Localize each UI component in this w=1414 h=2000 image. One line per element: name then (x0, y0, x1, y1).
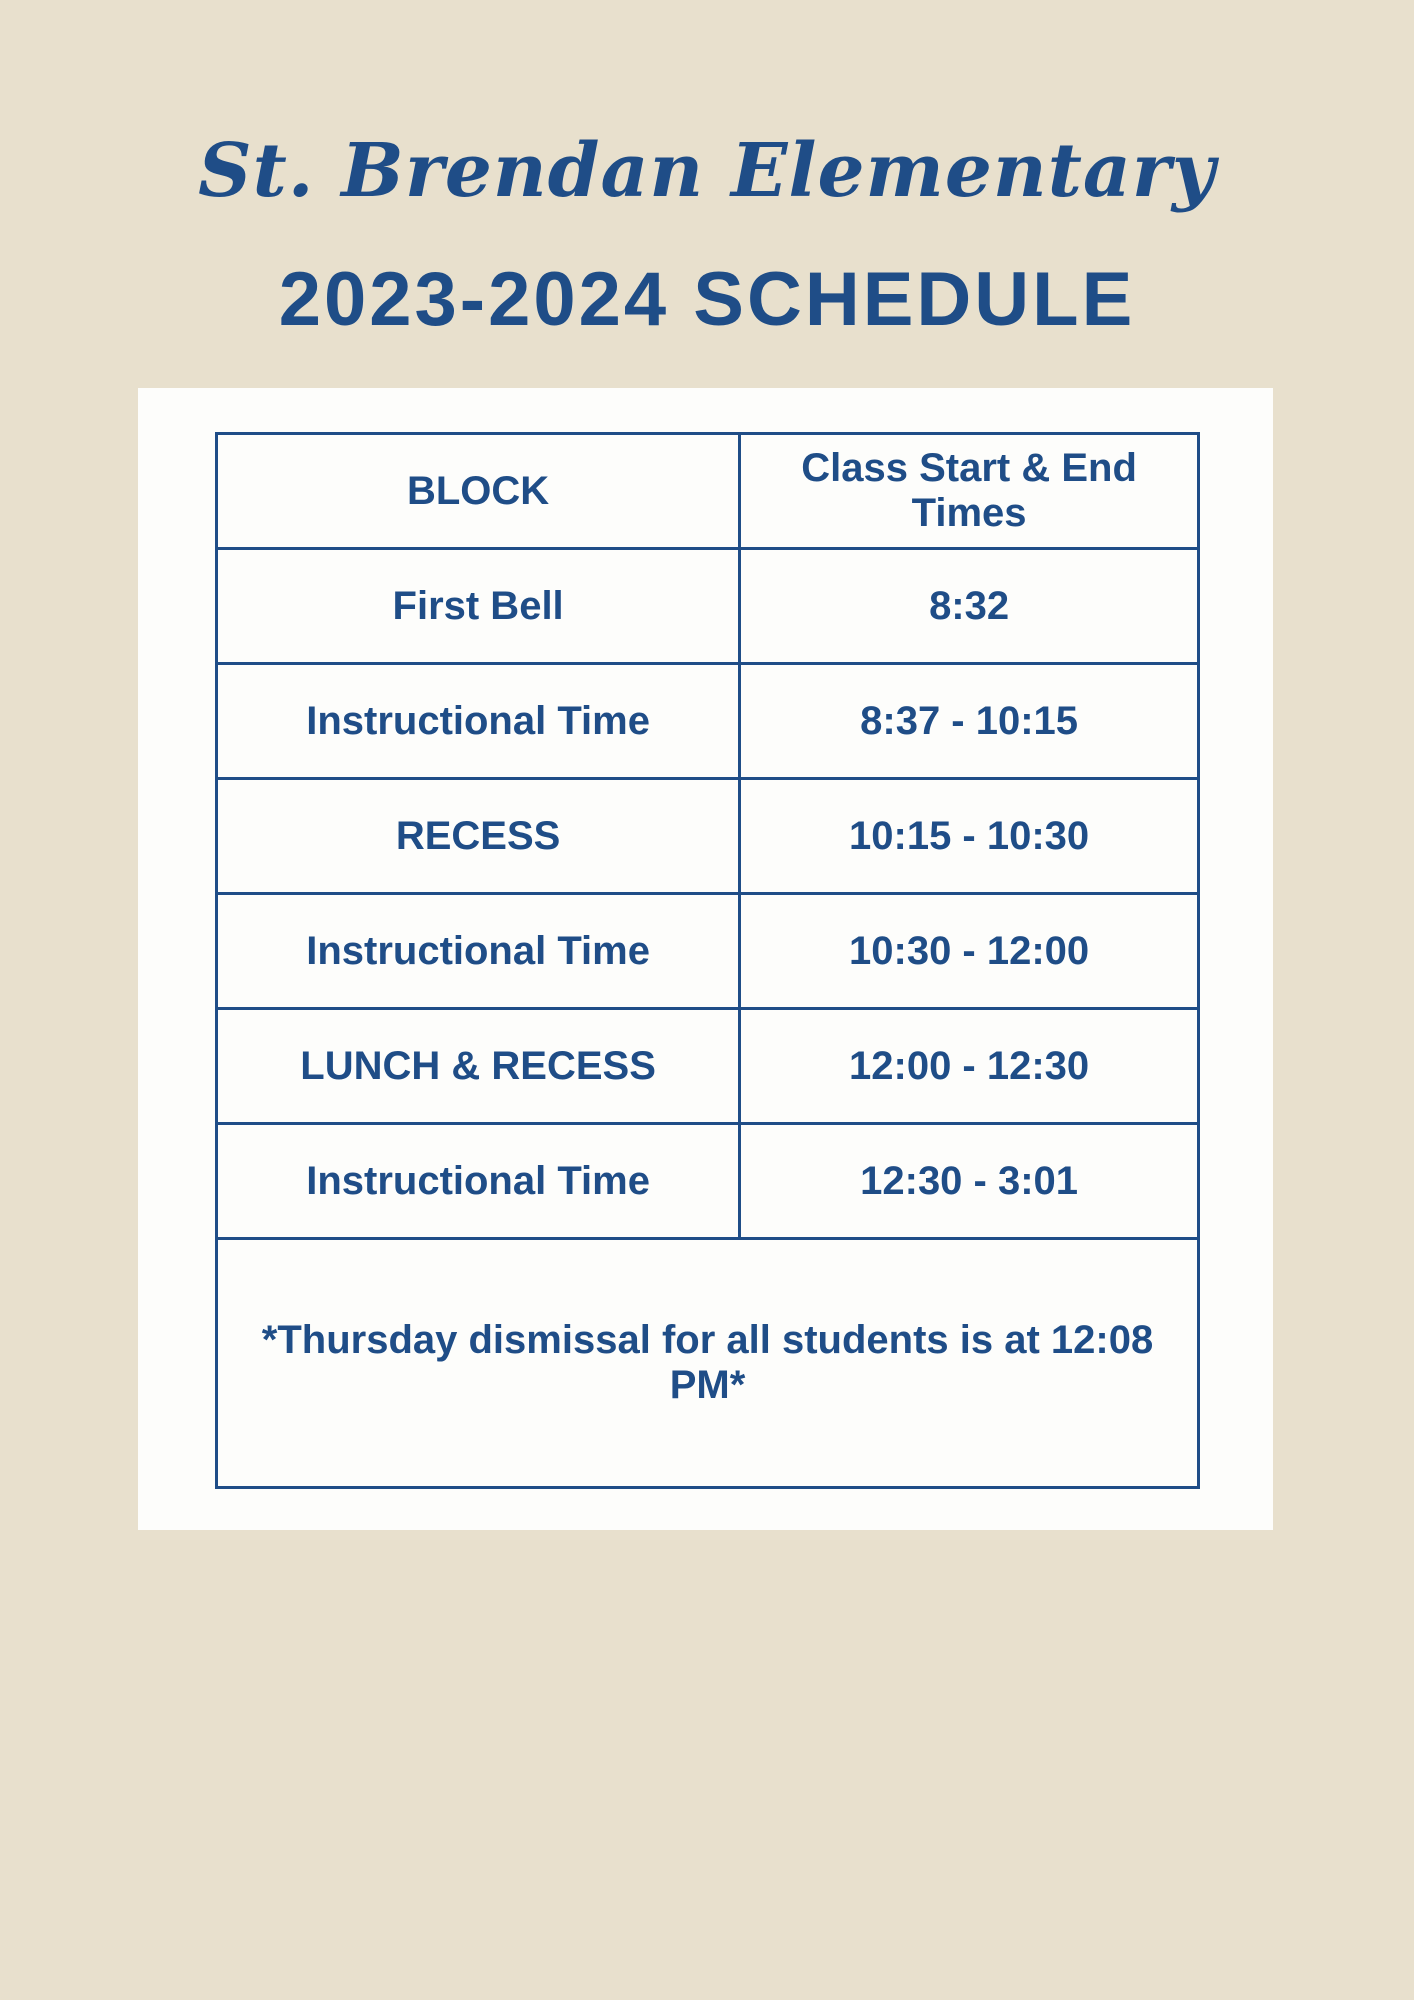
schedule-card: BLOCK Class Start & End Times First Bell… (138, 388, 1273, 1530)
table-row: RECESS 10:15 - 10:30 (214, 777, 1200, 895)
times-cell: 8:37 - 10:15 (738, 662, 1200, 780)
school-name-title: St. Brendan Elementary (198, 128, 1216, 214)
schedule-table: BLOCK Class Start & End Times First Bell… (214, 432, 1200, 1489)
footnote-cell: *Thursday dismissal for all students is … (215, 1237, 1200, 1489)
times-cell: 8:32 (738, 547, 1200, 665)
column-header-times: Class Start & End Times (738, 432, 1200, 550)
block-cell: First Bell (214, 547, 742, 665)
block-cell: Instructional Time (214, 892, 742, 1010)
table-row: Instructional Time 12:30 - 3:01 (214, 1122, 1200, 1240)
block-cell: RECESS (214, 777, 742, 895)
table-row: Instructional Time 8:37 - 10:15 (214, 662, 1200, 780)
footnote-text: *Thursday dismissal for all students is … (261, 1318, 1154, 1407)
table-row: Instructional Time 10:30 - 12:00 (214, 892, 1200, 1010)
block-cell: LUNCH & RECESS (214, 1007, 742, 1125)
column-header-block: BLOCK (214, 432, 742, 550)
table-header-row: BLOCK Class Start & End Times (214, 432, 1200, 550)
times-cell: 12:30 - 3:01 (738, 1122, 1200, 1240)
times-cell: 12:00 - 12:30 (738, 1007, 1200, 1125)
block-cell: Instructional Time (214, 1122, 742, 1240)
schedule-year-title: 2023-2024 SCHEDULE (278, 257, 1136, 342)
table-row: First Bell 8:32 (214, 547, 1200, 665)
times-cell: 10:15 - 10:30 (738, 777, 1200, 895)
table-row: LUNCH & RECESS 12:00 - 12:30 (214, 1007, 1200, 1125)
footnote-row: *Thursday dismissal for all students is … (215, 1237, 1200, 1489)
times-cell: 10:30 - 12:00 (738, 892, 1200, 1010)
block-cell: Instructional Time (214, 662, 742, 780)
